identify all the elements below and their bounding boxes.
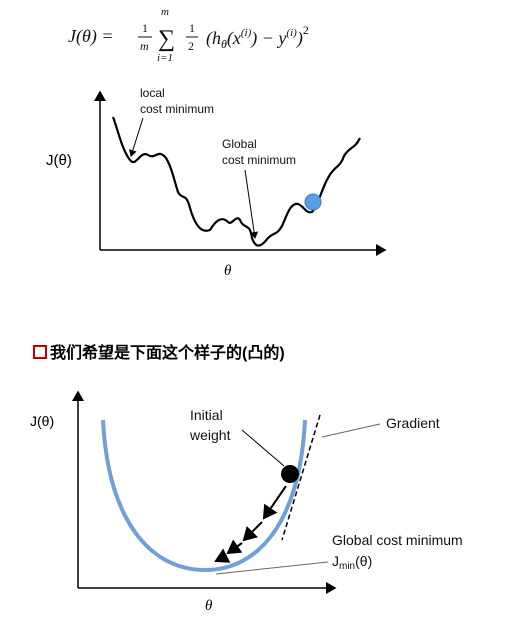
sum-upper: m bbox=[161, 6, 169, 18]
sum-lower: i=1 bbox=[157, 52, 173, 64]
initial-pointer bbox=[241, 429, 285, 467]
tangent bbox=[281, 414, 321, 541]
x-axis-label: θ bbox=[224, 263, 232, 279]
global-label: cost minimum bbox=[222, 153, 296, 167]
global-label: Global bbox=[222, 137, 257, 151]
diagram-1: local cost minimum Global cost minimum J… bbox=[46, 86, 387, 279]
local-label: local bbox=[140, 86, 165, 100]
formula-lhs: J(θ) = bbox=[68, 26, 113, 47]
diagram-2: Initial weight Gradient Global cost mini… bbox=[30, 390, 463, 614]
half-den: 2 bbox=[188, 39, 194, 53]
step-arrow bbox=[226, 539, 243, 555]
gradient-label: Gradient bbox=[386, 415, 440, 431]
step-arrow bbox=[242, 521, 263, 542]
half-num: 1 bbox=[189, 21, 195, 35]
gradient-pointer bbox=[321, 423, 381, 438]
convex-curve bbox=[101, 419, 307, 573]
step-arrow bbox=[262, 485, 287, 520]
frac-num: 1 bbox=[142, 21, 148, 35]
y-axis-label: J(θ) bbox=[46, 152, 72, 169]
global-arrow bbox=[244, 169, 259, 239]
ball bbox=[304, 193, 322, 211]
step-arrow bbox=[214, 548, 231, 563]
local-arrow bbox=[128, 117, 144, 157]
bullet bbox=[33, 345, 47, 359]
initial-label: Initial bbox=[190, 407, 223, 423]
sum: ∑ bbox=[158, 26, 175, 52]
local-label: cost minimum bbox=[140, 102, 214, 116]
formula-body: (hθ(x(i)) − y(i))2 bbox=[206, 23, 309, 51]
global-label: Global cost minimum bbox=[332, 532, 463, 548]
initial-label: weight bbox=[189, 427, 231, 443]
global-pointer bbox=[215, 561, 329, 575]
x-axis-label: θ bbox=[205, 598, 213, 614]
formula: J(θ) = 1 m m ∑ i=1 1 2 (hθ(x(i)) − y(i))… bbox=[68, 6, 309, 64]
y-axis-label: J(θ) bbox=[30, 413, 54, 429]
frac-den: m bbox=[140, 39, 149, 53]
heading: 我们希望是下面这个样子的(凸的) bbox=[50, 343, 285, 362]
weight-ball bbox=[281, 465, 299, 483]
jmin-label: Jmin(θ) bbox=[332, 553, 372, 572]
